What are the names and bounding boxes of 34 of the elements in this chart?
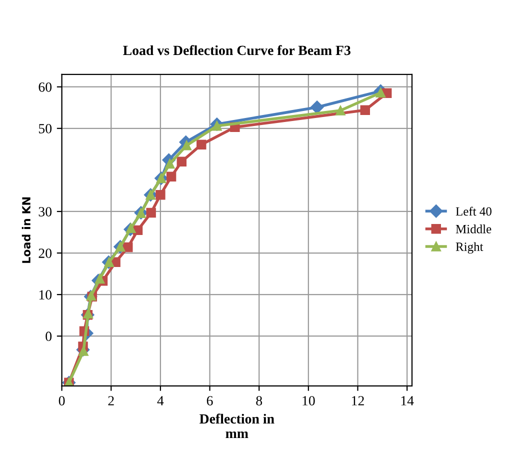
legend-label: Right <box>456 242 484 254</box>
point <box>123 242 133 252</box>
x-tick-label: 4 <box>157 396 164 406</box>
point <box>176 156 187 166</box>
legend-label: Left 40 <box>456 206 492 216</box>
y-tick-label: 20 <box>38 248 52 258</box>
y-tick-label: 10 <box>39 290 52 300</box>
y-tick-label: 0 <box>46 332 52 342</box>
point <box>360 105 370 115</box>
y-tick-label: 60 <box>38 82 52 92</box>
point <box>182 140 192 150</box>
point <box>146 208 156 218</box>
point <box>126 223 136 233</box>
point <box>196 140 206 150</box>
point <box>336 106 346 116</box>
x-axis-title: Deflection in mm <box>200 414 274 438</box>
point <box>310 100 324 114</box>
x-tick-label: 8 <box>256 396 262 406</box>
x-tick-label: 0 <box>58 396 65 406</box>
y-axis-title: Load in KN <box>22 197 30 263</box>
x-tick-label: 2 <box>108 396 114 406</box>
point <box>376 88 386 98</box>
x-tick-label: 6 <box>206 396 213 406</box>
x-tick-label: 14 <box>401 396 414 406</box>
y-tick-label: 50 <box>38 124 52 134</box>
chart-title: Load vs Deflection Curve for Beam F3 <box>123 45 350 56</box>
point <box>78 346 88 356</box>
legend-label: Middle <box>456 224 492 234</box>
x-tick-label: 10 <box>302 396 315 406</box>
x-tick-label: 12 <box>352 396 364 406</box>
point <box>94 274 105 284</box>
point <box>166 172 176 182</box>
y-tick-label: 30 <box>38 207 52 216</box>
point <box>156 190 166 200</box>
